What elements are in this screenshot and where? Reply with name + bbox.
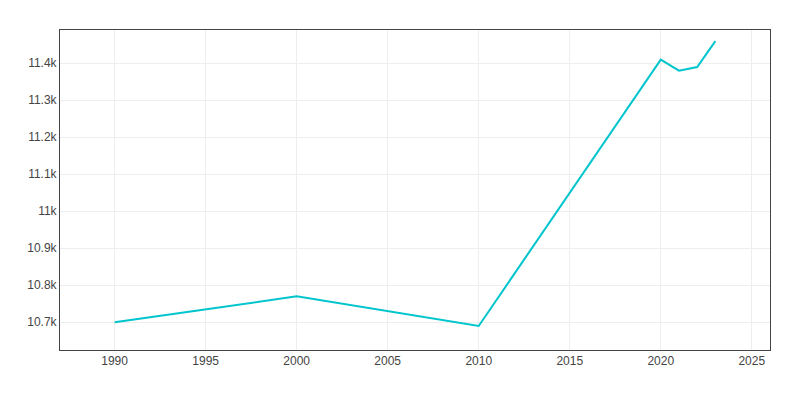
svg-text:10.9k: 10.9k	[27, 241, 57, 255]
svg-text:11k: 11k	[38, 204, 57, 218]
svg-text:1995: 1995	[192, 354, 219, 368]
svg-text:1990: 1990	[101, 354, 128, 368]
svg-text:2015: 2015	[556, 354, 583, 368]
svg-text:2025: 2025	[738, 354, 765, 368]
svg-text:10.7k: 10.7k	[27, 315, 57, 329]
svg-text:11.2k: 11.2k	[28, 130, 57, 144]
svg-text:2000: 2000	[283, 354, 310, 368]
svg-text:2010: 2010	[465, 354, 492, 368]
svg-text:2005: 2005	[374, 354, 401, 368]
svg-text:10.8k: 10.8k	[27, 278, 57, 292]
svg-text:11.1k: 11.1k	[28, 167, 57, 181]
svg-text:11.3k: 11.3k	[28, 93, 57, 107]
svg-text:2020: 2020	[647, 354, 674, 368]
svg-text:11.4k: 11.4k	[28, 56, 57, 70]
